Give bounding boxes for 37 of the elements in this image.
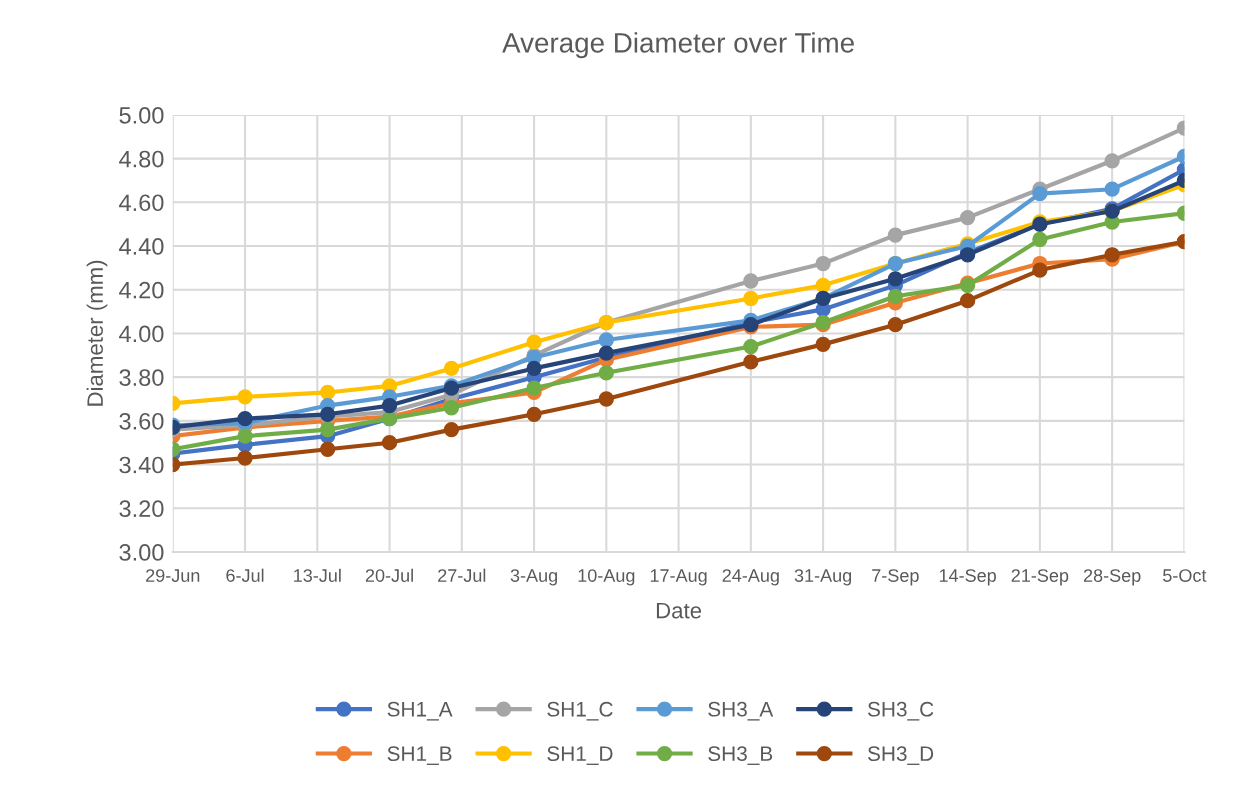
y-tick-label: 4.20	[119, 281, 164, 299]
legend-label: SH1_A	[387, 701, 453, 721]
x-tick-label: 24-Aug	[722, 569, 779, 586]
x-tick-label: 6-Jul	[226, 568, 264, 582]
y-tick-label: 3.80	[119, 369, 164, 386]
legend-label: SH3_D	[867, 746, 934, 765]
x-tick-label: 13-Jul	[294, 568, 341, 582]
x-tick-label: 17-Aug	[650, 569, 707, 586]
y-tick-label: 3.20	[119, 500, 164, 518]
x-tick-label: 14-Sep	[939, 569, 996, 586]
x-tick-label: 29-Jun	[146, 569, 200, 582]
x-axis-title: Date	[656, 602, 702, 619]
x-tick-label: 7-Sep	[872, 569, 919, 586]
y-tick-label: 4.40	[119, 238, 164, 255]
legend-label: SH3_A	[708, 701, 774, 721]
x-tick-label: 28-Sep	[1083, 569, 1141, 586]
x-tick-label: 31-Aug	[794, 569, 852, 586]
legend-label: SH1_B	[387, 746, 452, 765]
y-tick-label: 4.00	[119, 325, 164, 343]
chart-title: Average Diameter over Time	[502, 32, 854, 59]
y-tick-label: 3.00	[119, 544, 164, 561]
y-axis-title: Diameter (mm)	[86, 260, 108, 406]
y-tick-label: 3.60	[119, 412, 164, 430]
x-tick-label: 5-Oct	[1163, 569, 1207, 582]
y-tick-label: 4.60	[119, 194, 164, 212]
legend-label: SH1_D	[547, 746, 613, 765]
y-tick-label: 3.40	[119, 456, 164, 474]
y-tick-label: 4.80	[119, 150, 164, 168]
legend-label: SH1_C	[547, 701, 613, 721]
x-tick-label: 21-Sep	[1011, 569, 1069, 586]
legend-label: SH3_B	[708, 746, 773, 765]
x-tick-label: 10-Aug	[578, 569, 635, 586]
x-tick-label: 20-Jul	[365, 568, 413, 582]
y-tick-label: 5.00	[119, 106, 164, 124]
legend-label: SH3_C	[867, 701, 934, 721]
x-tick-label: 27-Jul	[438, 568, 486, 582]
x-tick-label: 3-Aug	[510, 569, 557, 586]
